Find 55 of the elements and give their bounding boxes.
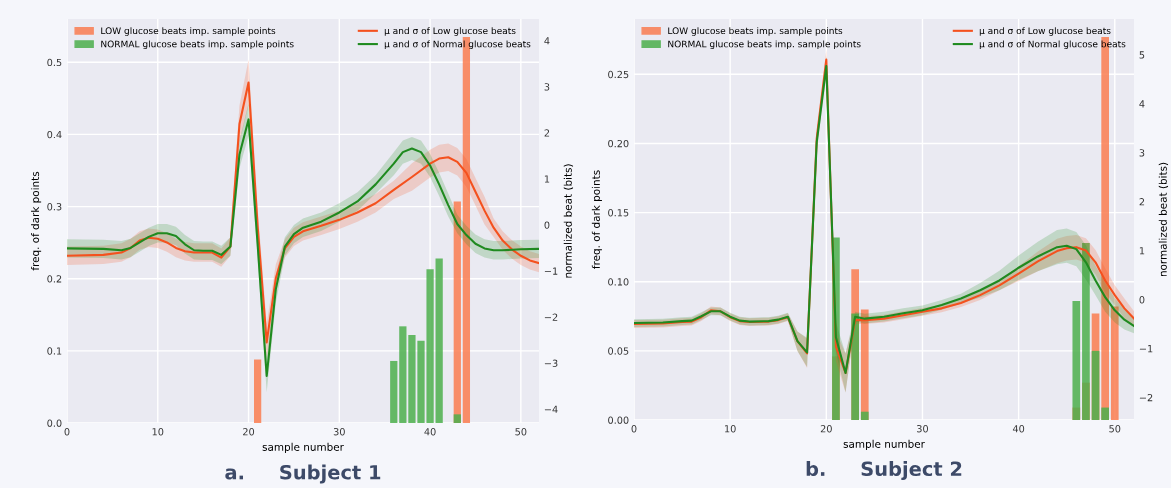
y2-tick-label: 3 [544, 83, 550, 91]
y-tick-label: 0.20 [608, 139, 629, 148]
y2-tick-label: −3 [544, 359, 558, 367]
y-axis-title: freq. of dark points [591, 170, 602, 269]
legend-label: μ and σ of Low glucose beats [384, 27, 516, 36]
legend-label: NORMAL glucose beats imp. sample points [668, 40, 861, 50]
y-tick-label: 0.15 [608, 209, 629, 217]
y2-tick-label: 5 [1139, 51, 1145, 59]
y-tick-label: 0.4 [47, 130, 62, 139]
x-tick-label: 40 [1012, 425, 1025, 433]
y-tick-label: 0.10 [608, 278, 629, 286]
y2-tick-label: 0 [544, 221, 550, 229]
y2-tick-label: 2 [1139, 198, 1145, 206]
y-tick-label: 0.25 [608, 70, 629, 79]
y2-tick-label: 4 [1139, 100, 1145, 108]
x-tick-label: 30 [333, 428, 345, 436]
y2-tick-label: 0 [1139, 296, 1145, 304]
x-tick-label: 10 [152, 428, 164, 436]
y-tick-label: 0.3 [47, 203, 62, 211]
x-tick-label: 20 [243, 428, 255, 436]
y-axis-title: freq. of dark points [31, 171, 42, 271]
x-tick-label: 0 [631, 425, 637, 433]
y2-tick-label: 1 [544, 175, 550, 183]
y2-tick-label: 1 [1139, 247, 1145, 255]
y2-tick-label: −2 [544, 313, 558, 321]
y-tick-label: 0.5 [47, 58, 62, 67]
x-axis-title: sample number [262, 442, 344, 453]
legend-label: LOW glucose beats imp. sample points [668, 27, 843, 36]
y2-tick-label: 3 [1139, 149, 1145, 157]
legend-label: NORMAL glucose beats imp. sample points [101, 40, 294, 50]
y2-tick-label: 2 [544, 129, 550, 137]
legend-label: μ and σ of Low glucose beats [979, 27, 1111, 36]
y-tick-label: 0.0 [47, 419, 62, 427]
x-tick-label: 20 [820, 425, 832, 433]
y2-tick-label: −1 [1139, 345, 1153, 353]
y-tick-label: 0.00 [608, 416, 629, 424]
text: b. Subject 2 [806, 461, 962, 481]
x-axis-title: sample number [843, 439, 925, 450]
x-tick-label: 40 [424, 428, 436, 436]
y2-tick-label: 4 [544, 37, 550, 45]
text: a. Subject 1 [225, 464, 381, 484]
y2-tick-label: −2 [1139, 393, 1153, 402]
x-tick-label: 50 [515, 428, 527, 436]
y-tick-label: 0.05 [608, 347, 629, 355]
y2-axis-title: normalized beat (bits) [1158, 162, 1169, 277]
x-tick-label: 10 [725, 425, 736, 433]
y-tick-label: 0.2 [47, 275, 62, 283]
legend-label: LOW glucose beats imp. sample points [101, 27, 276, 36]
y2-axis-title: normalized beat (bits) [563, 164, 574, 278]
x-tick-label: 30 [917, 425, 928, 433]
x-tick-label: 0 [64, 428, 70, 436]
y2-tick-label: −4 [544, 405, 558, 413]
y2-tick-label: −1 [544, 267, 558, 275]
x-tick-label: 50 [1109, 425, 1121, 433]
y-tick-label: 0.1 [47, 347, 62, 355]
